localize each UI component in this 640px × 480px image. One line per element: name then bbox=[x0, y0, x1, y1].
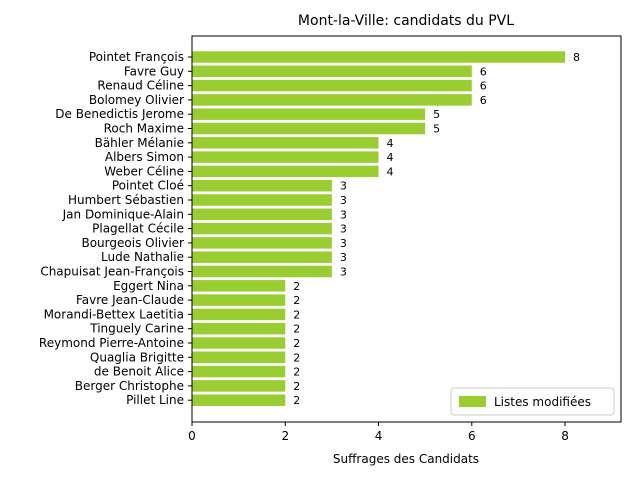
bar-value-label: 3 bbox=[340, 208, 347, 221]
bar bbox=[192, 265, 332, 278]
bar bbox=[192, 65, 472, 78]
bar-value-label: 3 bbox=[340, 266, 347, 279]
bar bbox=[192, 365, 286, 378]
bar-value-label: 8 bbox=[573, 51, 580, 64]
bar-value-label: 2 bbox=[293, 366, 300, 379]
bar bbox=[192, 280, 286, 292]
y-tick-label: Renaud Céline bbox=[97, 79, 184, 93]
y-tick-label: Eggert Nina bbox=[113, 279, 184, 293]
bar-value-label: 4 bbox=[387, 151, 394, 164]
legend-label: Listes modifiées bbox=[494, 395, 591, 409]
y-tick-label: Bähler Mélanie bbox=[95, 136, 184, 150]
y-tick-label: Morandi-Bettex Laetitia bbox=[44, 307, 184, 321]
bar-value-label: 4 bbox=[387, 137, 394, 150]
y-tick-label: De Benedictis Jerome bbox=[55, 107, 184, 121]
y-tick-label: Favre Jean-Claude bbox=[76, 293, 184, 307]
bar bbox=[192, 222, 332, 235]
bar bbox=[192, 108, 426, 120]
bar bbox=[192, 237, 332, 249]
y-tick-label: Plagellat Cécile bbox=[92, 222, 184, 236]
y-tick-label: Favre Guy bbox=[124, 64, 184, 78]
y-tick-label: Weber Céline bbox=[104, 164, 184, 178]
bar-value-label: 2 bbox=[293, 337, 300, 350]
x-tick-label: 2 bbox=[281, 429, 289, 443]
x-tick-label: 4 bbox=[375, 429, 383, 443]
bar bbox=[192, 351, 286, 364]
bar-value-label: 2 bbox=[293, 323, 300, 336]
bar-value-label: 6 bbox=[480, 94, 487, 107]
bar bbox=[192, 151, 379, 163]
y-tick-label: de Benoit Alice bbox=[94, 365, 184, 379]
y-tick-label: Pointet François bbox=[89, 50, 184, 64]
y-tick-label: Roch Maxime bbox=[104, 122, 184, 136]
y-tick-label: Albers Simon bbox=[105, 150, 184, 164]
bar-value-label: 2 bbox=[293, 351, 300, 364]
bar bbox=[192, 294, 286, 306]
bar bbox=[192, 337, 286, 349]
axes-frame bbox=[191, 35, 622, 423]
bar bbox=[192, 208, 332, 221]
bar-value-label: 3 bbox=[340, 194, 347, 207]
y-tick-label: Pillet Line bbox=[126, 393, 184, 407]
y-tick-label: Jan Dominique-Alain bbox=[62, 207, 184, 221]
y-tick-label: Chapuisat Jean-François bbox=[40, 265, 184, 279]
y-tick-label: Humbert Sébastien bbox=[68, 193, 184, 207]
bar-value-label: 2 bbox=[293, 394, 300, 407]
bar bbox=[192, 380, 286, 392]
bar-value-label: 3 bbox=[340, 251, 347, 264]
bar-value-label: 5 bbox=[433, 108, 440, 121]
bar-value-label: 6 bbox=[480, 65, 487, 78]
x-tick-label: 8 bbox=[561, 429, 569, 443]
y-tick-label: Pointet Cloé bbox=[112, 179, 184, 193]
y-tick-label: Bourgeois Olivier bbox=[81, 236, 184, 250]
legend-frame bbox=[450, 387, 615, 416]
legend: Listes modifiées bbox=[450, 387, 615, 416]
bar-value-label: 5 bbox=[433, 123, 440, 136]
x-tick-label: 6 bbox=[468, 429, 476, 443]
y-tick-label: Quaglia Brigitte bbox=[90, 350, 184, 364]
bar bbox=[192, 137, 379, 149]
x-tick-label: 0 bbox=[188, 429, 196, 443]
bar bbox=[192, 322, 286, 335]
bar bbox=[192, 122, 426, 135]
bar-value-label: 3 bbox=[340, 180, 347, 193]
bar bbox=[192, 394, 286, 406]
y-tick-label: Reymond Pierre-Antoine bbox=[39, 336, 184, 350]
y-tick-label: Lude Nathalie bbox=[101, 250, 184, 264]
bar-value-label: 2 bbox=[293, 280, 300, 293]
bar-value-label: 3 bbox=[340, 237, 347, 250]
bar bbox=[192, 51, 566, 63]
y-tick-label: Bolomey Olivier bbox=[89, 93, 184, 107]
x-axis-ticks: 0 2 4 6 8 bbox=[188, 422, 569, 443]
bar-value-label: 3 bbox=[340, 223, 347, 236]
bar bbox=[192, 165, 379, 178]
bar bbox=[192, 179, 332, 192]
bar-value-label: 6 bbox=[480, 80, 487, 93]
bar bbox=[192, 94, 472, 106]
chart-title: Mont-la-Ville: candidats du PVL bbox=[298, 13, 514, 29]
bar bbox=[192, 251, 332, 263]
bar-value-label: 2 bbox=[293, 308, 300, 321]
y-tick-label: Tinguely Carine bbox=[89, 322, 184, 336]
legend-swatch bbox=[459, 396, 486, 407]
bar-value-label: 2 bbox=[293, 380, 300, 393]
y-tick-label: Berger Christophe bbox=[75, 379, 184, 393]
bar-value-label: 4 bbox=[387, 165, 394, 178]
x-axis-title: Suffrages des Candidats bbox=[333, 452, 479, 466]
bar bbox=[192, 308, 286, 321]
bar-value-label: 2 bbox=[293, 294, 300, 307]
bar bbox=[192, 79, 472, 92]
bar bbox=[192, 194, 332, 206]
